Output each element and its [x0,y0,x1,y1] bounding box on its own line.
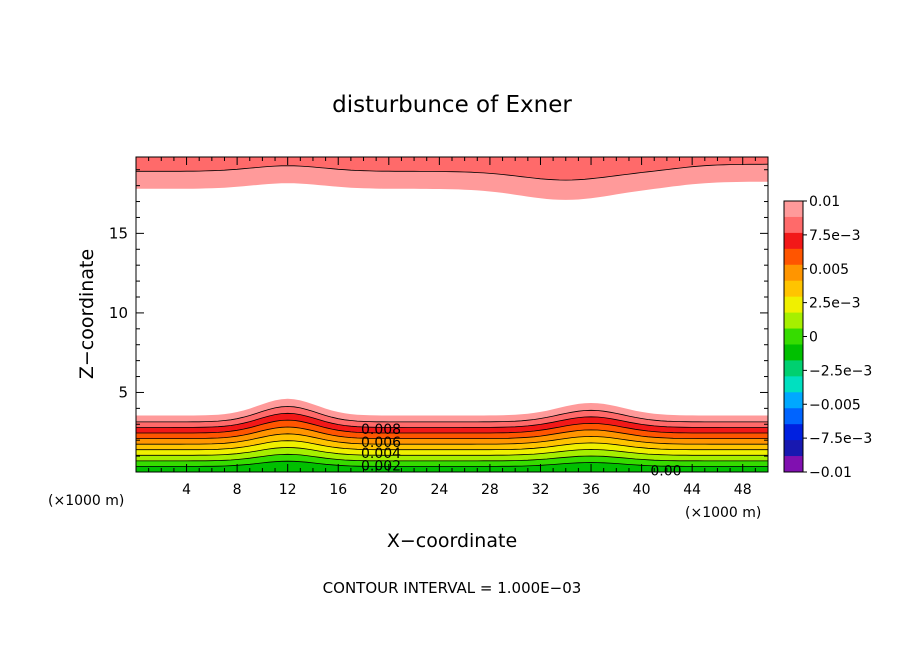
contour-band [136,454,768,467]
colorbar-swatch [784,424,803,441]
contour-band [136,413,768,433]
colorbar-label: 0 [809,330,818,346]
colorbar-swatch [784,392,803,409]
colorbar-swatch [784,440,803,457]
chart-title: disturbunce of Exner [332,92,572,118]
x-axis-label: X−coordinate [387,530,517,552]
contour-label: 0.008 [361,422,401,438]
x-tick-label: 16 [329,482,347,498]
colorbar-swatch [784,456,803,473]
colorbar-swatch [784,344,803,361]
colorbar-swatch [784,248,803,266]
x-tick-label: 24 [430,482,448,498]
x-unit-left: (×1000 m) [48,493,124,509]
x-tick-label: 12 [279,482,297,498]
x-tick-label: 8 [233,482,242,498]
contour-label: 0.006 [361,435,401,451]
contour-line [136,453,768,462]
contour-band [136,398,768,422]
colorbar-label: −7.5e−3 [809,431,872,447]
x-tick-label: 48 [734,482,752,498]
colorbar-label: −2.5e−3 [809,363,872,379]
colorbar: 0.01 7.5e−3 0.005 2.5e−3 0 −2.5e−3 −0.005 −7.5e… [783,194,872,481]
colorbar-label: 2.5e−3 [809,296,861,312]
x-tick-label: 36 [582,482,600,498]
y-tick-label: 5 [118,383,128,401]
colorbar-label: −0.005 [809,397,861,413]
colorbar-swatch [784,216,803,234]
colorbar-swatch [784,296,803,313]
contour-line [136,163,769,181]
contour-line [136,419,768,434]
colorbar-swatch [784,328,803,345]
x-tick-label: 20 [380,482,398,498]
y-tick-label: 10 [109,304,128,322]
x-tick-label: 4 [182,482,191,498]
x-tick-label: 32 [532,482,550,498]
contour-label: 0.002 [361,459,401,475]
contour-band [136,447,768,461]
colorbar-swatch [784,232,803,250]
contour-fill-layer [136,157,768,472]
contour-line-layer [136,163,769,467]
colorbar-swatch [784,376,803,393]
contour-line [136,426,768,439]
colorbar-swatch [784,264,803,282]
colorbar-swatch [784,408,803,425]
x-tick-label: 40 [633,482,651,498]
colorbar-swatch [784,312,803,329]
y-axis-label: Z−coordinate [76,249,98,379]
x-unit-right: (×1000 m) [685,505,761,521]
contour-line [136,447,768,456]
contour-band [136,420,768,439]
contour-label: 0.004 [361,446,401,462]
colorbar-swatch [784,280,803,298]
contour-interval-note: CONTOUR INTERVAL = 1.000E−03 [323,579,582,597]
contour-line [136,412,768,428]
x-tick-label: 44 [683,482,701,498]
contour-line [136,406,768,423]
contour-line [136,440,768,451]
y-axis: 5 10 15 [109,169,768,457]
contour-band [136,406,768,428]
colorbar-label: −0.01 [809,465,852,481]
x-axis: 4 8 12 16 20 24 28 32 36 40 44 48 [148,157,756,498]
colorbar-swatch [784,360,803,377]
contour-band-top [136,157,768,181]
contour-label: 0.00 [650,463,681,479]
colorbar-label: 0.01 [809,194,840,210]
colorbar-label: 0.005 [809,262,849,278]
contour-line [136,460,768,467]
y-tick-label: 15 [109,224,128,242]
colorbar-label: 7.5e−3 [809,228,861,244]
x-tick-label: 28 [481,482,499,498]
contour-line [136,433,768,445]
colorbar-swatch [784,201,803,218]
